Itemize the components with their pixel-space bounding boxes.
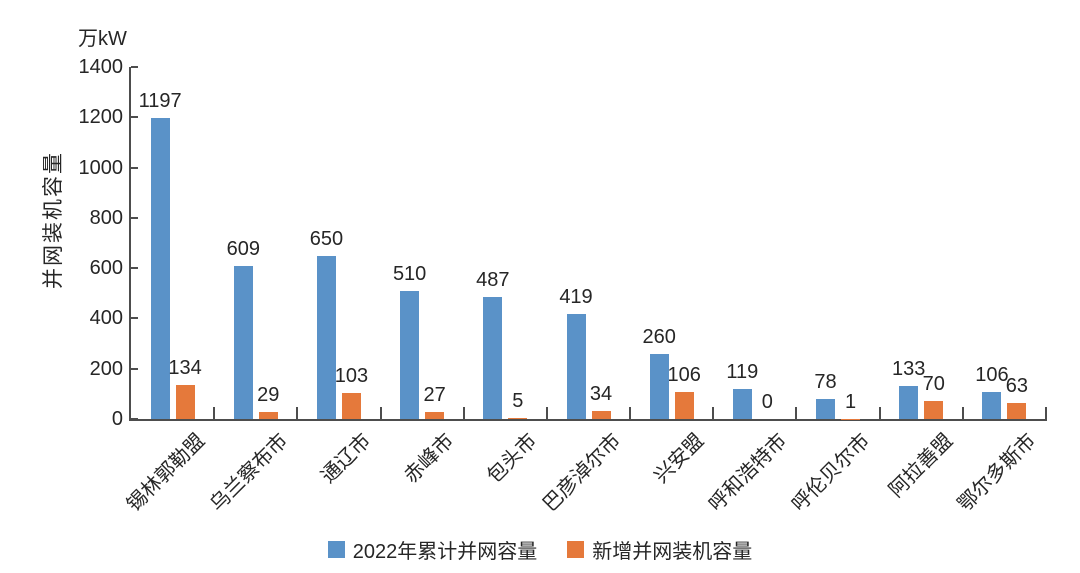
bar-series1-cat3: [425, 412, 445, 419]
value-label-series1-cat2: 103: [334, 365, 369, 388]
legend: 2022年累计并网容量 新增并网装机容量: [0, 535, 1080, 564]
x-tick: [296, 407, 299, 419]
bar-series1-cat9: [924, 401, 944, 419]
y-tick: [131, 317, 138, 320]
y-tick: [131, 116, 138, 119]
value-label-series1-cat7: 0: [761, 391, 773, 413]
bar-series0-cat9: [899, 385, 919, 419]
x-tick: [961, 407, 964, 419]
bar-series0-cat5: [566, 313, 586, 419]
y-tick: [131, 267, 138, 270]
bar-series1-cat4: [508, 417, 528, 419]
y-tick-label: 600: [89, 257, 123, 280]
bar-series0-cat8: [816, 399, 836, 419]
y-axis-unit-label: 万kW: [78, 28, 127, 50]
value-label-series0-cat10: 106: [975, 364, 1009, 387]
bar-series1-cat1: [258, 411, 278, 419]
y-tick-label: 1200: [78, 106, 124, 129]
y-tick-label: 1000: [78, 156, 124, 179]
legend-item-0: 2022年累计并网容量: [327, 535, 538, 564]
bar-series0-cat10: [982, 392, 1002, 419]
value-label-series0-cat3: 510: [392, 262, 427, 285]
value-label-series0-cat7: 119: [726, 361, 759, 384]
x-tick: [1045, 407, 1047, 419]
value-label-series1-cat5: 34: [589, 382, 613, 405]
bar-series1-cat10: [1007, 403, 1027, 419]
value-label-series0-cat9: 133: [892, 357, 926, 380]
x-tick: [213, 407, 216, 419]
legend-swatch-1: [567, 541, 585, 558]
value-label-series1-cat6: 106: [667, 364, 701, 387]
legend-swatch-0: [327, 541, 345, 558]
y-tick-label: 1400: [78, 56, 124, 78]
value-label-series0-cat6: 260: [642, 325, 676, 348]
y-axis-line: [129, 67, 131, 421]
y-tick: [131, 418, 138, 420]
y-tick-label: 400: [89, 307, 123, 330]
bar-series1-cat0: [175, 385, 195, 419]
value-label-series0-cat8: 78: [814, 371, 837, 394]
legend-item-1: 新增并网装机容量: [567, 535, 752, 564]
x-tick: [878, 407, 881, 419]
value-label-series1-cat1: 29: [257, 383, 280, 406]
bar-series0-cat6: [649, 353, 669, 419]
value-label-series1-cat10: 63: [1005, 375, 1029, 398]
value-label-series1-cat4: 5: [512, 389, 524, 412]
x-tick: [712, 407, 715, 419]
value-label-series1-cat0: 134: [168, 357, 202, 380]
y-tick: [131, 367, 138, 370]
x-tick: [462, 407, 465, 419]
legend-label-0: 2022年累计并网容量: [352, 541, 538, 563]
y-tick: [131, 66, 138, 68]
y-tick: [131, 166, 138, 169]
value-label-series0-cat0: 1197: [138, 90, 182, 112]
bar-series0-cat7: [732, 389, 752, 419]
value-label-series0-cat2: 650: [309, 227, 344, 250]
value-label-series0-cat4: 487: [476, 268, 510, 291]
value-label-series1-cat8: 1: [844, 390, 857, 413]
value-label-series0-cat5: 419: [559, 285, 593, 308]
x-tick: [379, 407, 382, 419]
bar-series0-cat1: [233, 265, 253, 419]
bar-series0-cat3: [400, 290, 420, 419]
x-axis-line: [129, 419, 1047, 421]
bar-series1-cat6: [674, 392, 694, 419]
bar-series0-cat2: [316, 255, 336, 419]
bar-series0-cat4: [483, 296, 503, 419]
value-label-series1-cat3: 27: [423, 384, 446, 407]
bar-series1-cat5: [591, 410, 611, 419]
bar-series1-cat2: [341, 393, 361, 419]
value-label-series1-cat9: 70: [922, 373, 945, 396]
legend-label-1: 新增并网装机容量: [592, 541, 753, 563]
y-tick-label: 200: [89, 357, 123, 380]
value-label-series0-cat1: 609: [226, 237, 260, 260]
x-tick: [629, 407, 632, 419]
bar-series0-cat0: [150, 118, 170, 419]
x-tick: [545, 407, 548, 419]
y-tick-label: 800: [89, 206, 123, 229]
y-tick: [131, 216, 138, 219]
y-tick-label: 0: [111, 408, 123, 430]
x-tick: [795, 407, 798, 419]
